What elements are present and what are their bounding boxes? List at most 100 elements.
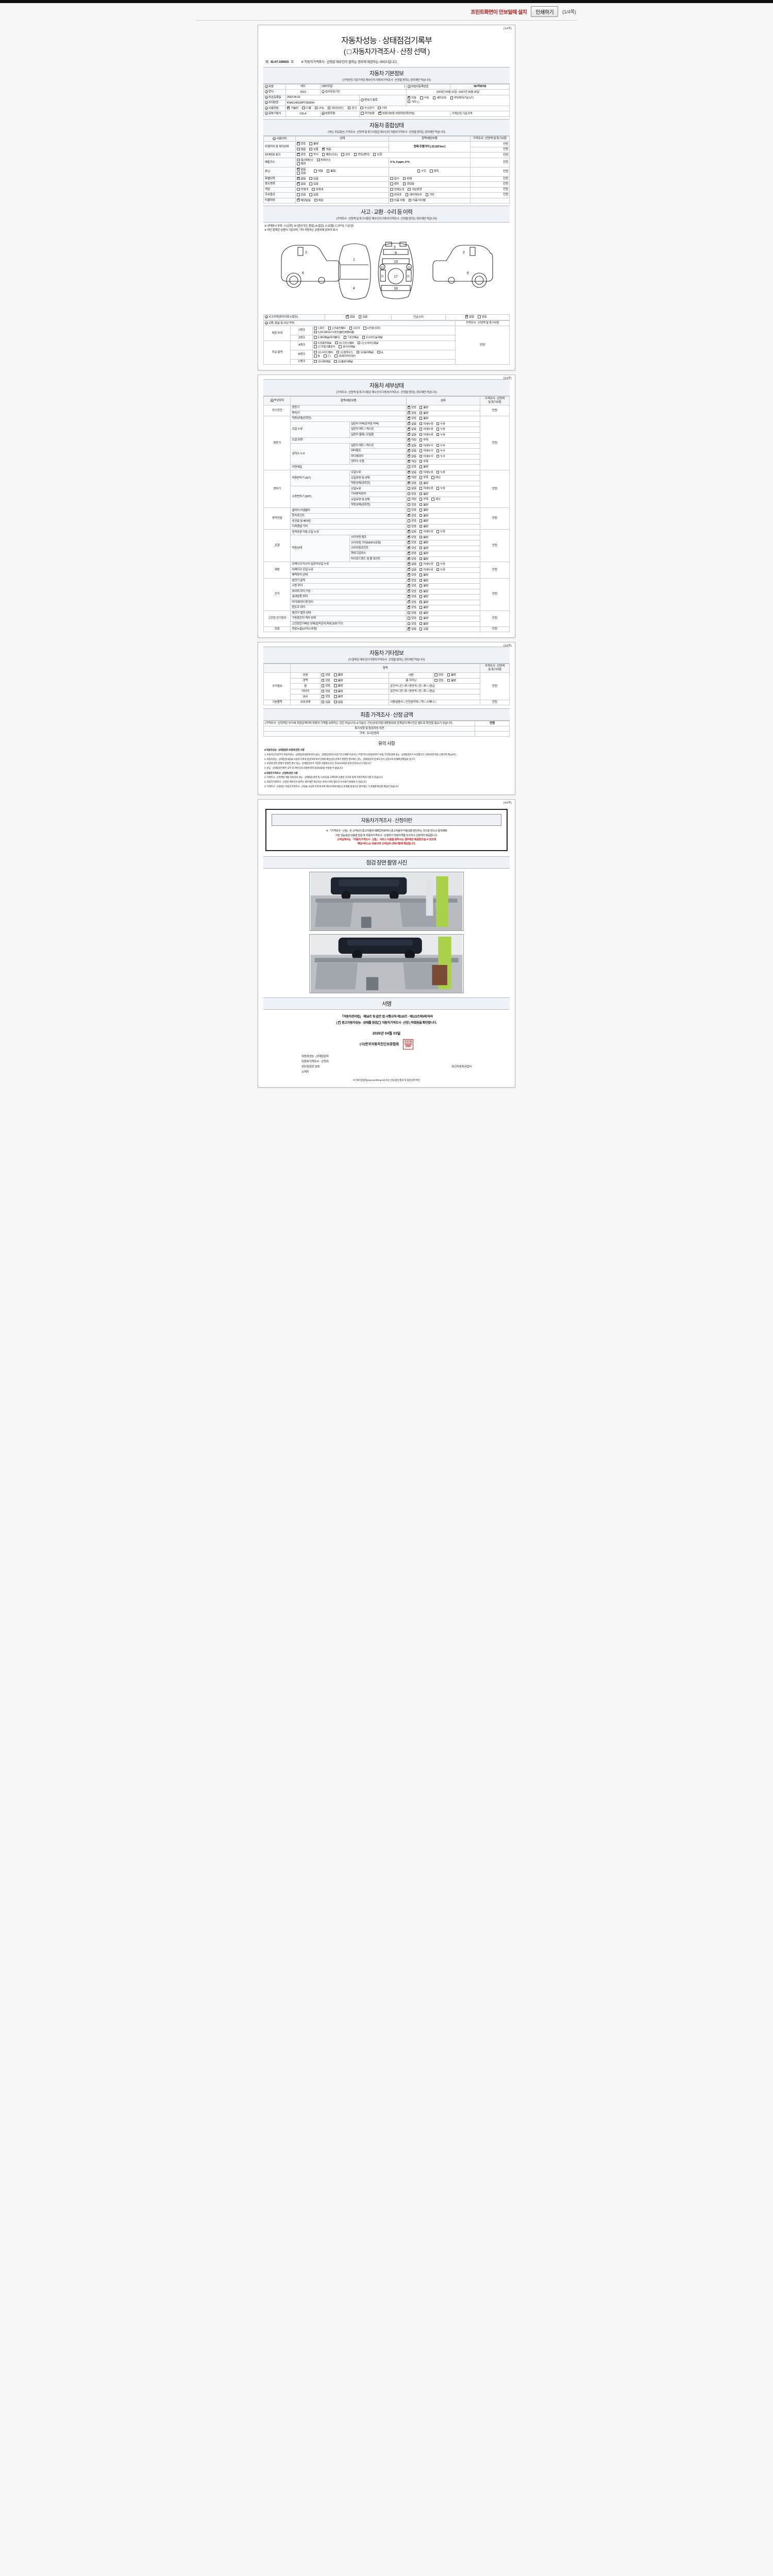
detail-opt-5-1-2[interactable]: 누유 [436, 568, 445, 572]
detail-opt-3-0-0[interactable]: 양호 [407, 509, 416, 512]
checkbox-icon[interactable] [419, 449, 423, 452]
detail-opt-6-5-0[interactable]: 양호 [407, 605, 416, 609]
detail-opt-2-1-0[interactable]: 적정 [407, 476, 416, 480]
checkbox-icon[interactable] [419, 433, 423, 436]
checkbox-icon[interactable] [407, 503, 411, 506]
opt-polish-good[interactable]: 양호 [321, 679, 330, 683]
opt-exterior-bad[interactable]: 불량 [334, 673, 343, 677]
detail-opt-2-3-2[interactable]: 누유 [436, 487, 445, 490]
print-button[interactable]: 인쇄하기 [531, 6, 559, 17]
detail-opt-3-3-1[interactable]: 불량 [419, 524, 428, 529]
checkbox-icon[interactable] [297, 147, 300, 151]
opt-fuel-3[interactable]: 하이브리드 [327, 106, 344, 110]
checkbox-icon[interactable] [407, 600, 411, 604]
detail-opt-1-8-1[interactable]: 부족 [419, 460, 428, 464]
detail-opt-4-1-0[interactable]: 양호 [407, 535, 416, 539]
checkbox-icon[interactable] [321, 700, 325, 704]
detail-opt-2-1-2[interactable]: 과다 [431, 476, 441, 480]
checkbox-icon[interactable] [407, 514, 411, 517]
checkbox-icon[interactable] [407, 546, 411, 550]
opt-part-15[interactable]: 15.대쉬패널 [314, 360, 330, 364]
opt-full-repaint[interactable]: 전체도색 [390, 188, 404, 192]
opt-trans-0[interactable]: 자동 [407, 96, 416, 100]
opt-warranty-0[interactable]: 자가보증 [361, 112, 375, 115]
opt-part-13[interactable]: 13.휠하우스 [336, 350, 353, 354]
detail-opt-7-2-1[interactable]: 불량 [419, 622, 428, 626]
checkbox-icon[interactable] [297, 177, 300, 180]
detail-opt-4-0-1[interactable]: 미세누유 [419, 530, 433, 534]
checkbox-icon[interactable] [309, 147, 312, 151]
checkbox-icon[interactable] [357, 341, 361, 345]
opt-mileage-normal[interactable]: 보통 [309, 147, 318, 151]
opt-tire-good[interactable]: 양호 [321, 689, 330, 693]
checkbox-icon[interactable] [434, 673, 438, 676]
checkbox-icon[interactable] [407, 579, 411, 582]
detail-opt-6-4-1[interactable]: 불량 [419, 600, 428, 604]
checkbox-icon[interactable] [297, 172, 300, 175]
opt-tuning-none[interactable]: 없음 [297, 167, 306, 172]
checkbox-icon[interactable] [407, 535, 411, 539]
detail-opt-1-0-0[interactable]: 양호 [407, 416, 416, 420]
checkbox-icon[interactable] [419, 422, 423, 426]
opt-color-change[interactable]: 색상변경 [408, 188, 422, 192]
opt-smoke[interactable]: 매연 [297, 162, 306, 166]
detail-opt-7-0-1[interactable]: 불량 [419, 611, 428, 615]
checkbox-icon[interactable] [362, 336, 365, 339]
checkbox-icon[interactable] [407, 498, 411, 501]
detail-opt-2-5-2[interactable]: 과다 [431, 498, 441, 501]
detail-opt-3-0-1[interactable]: 불량 [419, 509, 428, 512]
detail-opt-7-2-0[interactable]: 양호 [407, 622, 416, 626]
checkbox-icon[interactable] [314, 198, 317, 202]
checkbox-icon[interactable] [419, 524, 423, 528]
checkbox-icon[interactable] [378, 1021, 381, 1024]
opt-pillar-c[interactable]: C ) [324, 354, 331, 358]
checkbox-icon[interactable] [324, 354, 327, 358]
checkbox-icon[interactable] [328, 327, 331, 330]
opt-part-9[interactable]: 9.프론트패널 [314, 341, 331, 345]
opt-vin-erased[interactable]: 도말 [373, 153, 382, 157]
checkbox-icon[interactable] [419, 617, 423, 620]
opt-tuning-legal[interactable]: 적법 [314, 170, 323, 173]
detail-opt-1-1-2[interactable]: 누유 [436, 422, 445, 426]
detail-opt-6-3-0[interactable]: 양호 [407, 595, 416, 599]
checkbox-icon[interactable] [436, 487, 440, 490]
detail-opt-2-5-0[interactable]: 적정 [407, 498, 416, 501]
checkbox-icon[interactable] [419, 530, 423, 533]
opt-rent[interactable]: 렌트 [390, 182, 399, 186]
checkbox-icon[interactable] [321, 695, 325, 698]
checkbox-icon[interactable] [419, 600, 423, 604]
detail-opt-1-7-1[interactable]: 미세누수 [419, 454, 433, 459]
opt-part-7[interactable]: 7.루프패널 [343, 336, 359, 340]
detail-opt-1-6-2[interactable]: 누수 [436, 449, 445, 453]
opt-co[interactable]: 일산화탄소 [297, 158, 313, 162]
opt-fuel-5[interactable]: 수소전기 [360, 106, 374, 110]
detail-opt-4-2-0[interactable]: 양호 [407, 540, 416, 545]
checkbox-icon[interactable] [322, 147, 325, 151]
opt-mileage-bad[interactable]: 불량 [309, 142, 318, 146]
checkbox-icon[interactable] [334, 673, 337, 676]
checkbox-icon[interactable] [407, 519, 411, 522]
checkbox-icon[interactable] [334, 360, 337, 363]
checkbox-icon[interactable] [378, 106, 381, 110]
checkbox-icon[interactable] [419, 579, 423, 582]
detail-opt-1-2-2[interactable]: 누유 [436, 428, 445, 431]
checkbox-icon[interactable] [327, 106, 331, 110]
opt-tuning-illegal[interactable]: 불법 [326, 170, 335, 173]
detail-opt-1-7-0[interactable]: 없음 [407, 454, 416, 459]
checkbox-icon[interactable] [314, 327, 317, 330]
detail-opt-7-1-1[interactable]: 불량 [419, 617, 428, 620]
checkbox-icon[interactable] [321, 673, 325, 676]
detail-opt-1-3-0[interactable]: 없음 [407, 432, 416, 437]
checkbox-icon[interactable] [419, 573, 423, 577]
detail-opt-4-5-0[interactable]: 양호 [407, 557, 416, 561]
checkbox-icon[interactable] [419, 509, 423, 512]
detail-opt-8-0-1[interactable]: 있음 [419, 628, 428, 631]
checkbox-icon[interactable] [390, 188, 393, 191]
opt-usechange-yes[interactable]: 있음 [309, 182, 318, 186]
checkbox-icon[interactable] [419, 611, 423, 615]
checkbox-icon[interactable] [297, 158, 300, 162]
checkbox-icon[interactable] [419, 460, 423, 463]
opt-fuel-0[interactable]: 가솔린 [287, 106, 298, 110]
opt-has-options[interactable]: 있음 [297, 193, 306, 197]
checkbox-icon[interactable] [407, 438, 411, 442]
